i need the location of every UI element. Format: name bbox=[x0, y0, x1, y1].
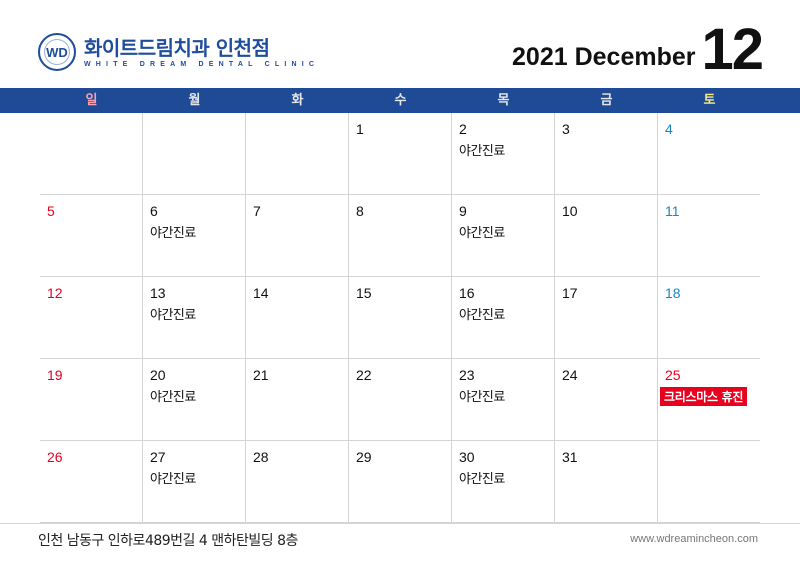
day-number: 10 bbox=[562, 203, 578, 219]
day-number: 23 bbox=[459, 367, 475, 383]
day-cell: 7 bbox=[246, 195, 349, 277]
day-number: 28 bbox=[253, 449, 269, 465]
night-clinic-note: 야간진료 bbox=[150, 472, 196, 487]
night-clinic-note: 야간진료 bbox=[150, 390, 196, 405]
day-cell: 24 bbox=[555, 359, 658, 441]
night-clinic-note: 야간진료 bbox=[150, 226, 196, 241]
day-number: 15 bbox=[356, 285, 372, 301]
holiday-badge: 크리스마스 휴진 bbox=[660, 387, 748, 406]
night-clinic-note: 야간진료 bbox=[459, 308, 505, 323]
day-cell: 10 bbox=[555, 195, 658, 277]
day-number: 24 bbox=[562, 367, 578, 383]
day-cell: 31 bbox=[555, 441, 658, 523]
day-cell: 27 야간진료 bbox=[143, 441, 246, 523]
day-cell: 6 야간진료 bbox=[143, 195, 246, 277]
night-clinic-note: 야간진료 bbox=[459, 144, 505, 159]
clinic-name: 화이트드림치과 인천점 bbox=[84, 35, 270, 60]
day-cell: 26 bbox=[40, 441, 143, 523]
day-cell bbox=[40, 113, 143, 195]
day-number: 22 bbox=[356, 367, 372, 383]
day-cell: 23 야간진료 bbox=[452, 359, 555, 441]
day-number: 21 bbox=[253, 367, 269, 383]
day-cell: 12 bbox=[40, 277, 143, 359]
day-number: 2 bbox=[459, 121, 467, 137]
day-number: 18 bbox=[665, 285, 681, 301]
year-month: 2021 December bbox=[512, 43, 696, 71]
day-cell: 28 bbox=[246, 441, 349, 523]
day-number: 19 bbox=[47, 367, 63, 383]
day-number: 12 bbox=[47, 285, 63, 301]
day-number: 14 bbox=[253, 285, 269, 301]
day-number: 20 bbox=[150, 367, 166, 383]
weekday-0: 일 bbox=[85, 93, 98, 108]
day-cell: 11 bbox=[658, 195, 760, 277]
day-number: 16 bbox=[459, 285, 475, 301]
day-number: 1 bbox=[356, 121, 364, 137]
day-cell: 3 bbox=[555, 113, 658, 195]
day-number: 25 bbox=[665, 367, 681, 383]
day-cell: 16 야간진료 bbox=[452, 277, 555, 359]
day-number: 31 bbox=[562, 449, 578, 465]
weekday-6: 토 bbox=[703, 93, 716, 108]
night-clinic-note: 야간진료 bbox=[150, 308, 196, 323]
day-cell: 21 bbox=[246, 359, 349, 441]
day-cell: 9 야간진료 bbox=[452, 195, 555, 277]
day-cell: 29 bbox=[349, 441, 452, 523]
day-number: 8 bbox=[356, 203, 364, 219]
day-cell: 13 야간진료 bbox=[143, 277, 246, 359]
day-cell: 25 크리스마스 휴진 bbox=[658, 359, 760, 441]
day-number: 7 bbox=[253, 203, 261, 219]
weekday-3: 수 bbox=[394, 93, 407, 108]
day-cell: 19 bbox=[40, 359, 143, 441]
day-number: 11 bbox=[665, 203, 680, 219]
day-number: 26 bbox=[47, 449, 63, 465]
night-clinic-note: 야간진료 bbox=[459, 472, 505, 487]
day-number: 29 bbox=[356, 449, 372, 465]
address: 인천 남동구 인하로489번길 4 맨하탄빌딩 8층 bbox=[38, 533, 298, 549]
footer-divider bbox=[0, 523, 800, 524]
day-cell: 2 야간진료 bbox=[452, 113, 555, 195]
night-clinic-note: 야간진료 bbox=[459, 226, 505, 241]
day-cell: 8 bbox=[349, 195, 452, 277]
weekday-2: 화 bbox=[291, 93, 304, 108]
day-cell: 20 야간진료 bbox=[143, 359, 246, 441]
day-cell: 18 bbox=[658, 277, 760, 359]
day-number: 13 bbox=[150, 285, 166, 301]
day-cell: 15 bbox=[349, 277, 452, 359]
month-number: 12 bbox=[701, 17, 763, 82]
day-cell: 22 bbox=[349, 359, 452, 441]
day-number: 4 bbox=[665, 121, 673, 137]
clinic-name-english: WHITE DREAM DENTAL CLINIC bbox=[84, 60, 320, 68]
day-number: 30 bbox=[459, 449, 475, 465]
logo-emblem: WD bbox=[38, 33, 76, 71]
day-number: 17 bbox=[562, 285, 578, 301]
weekday-1: 월 bbox=[188, 93, 201, 108]
day-number: 27 bbox=[150, 449, 166, 465]
day-number: 9 bbox=[459, 203, 467, 219]
day-cell: 5 bbox=[40, 195, 143, 277]
day-cell bbox=[246, 113, 349, 195]
day-cell: 4 bbox=[658, 113, 760, 195]
day-cell: 14 bbox=[246, 277, 349, 359]
website-link[interactable]: www.wdreamincheon.com bbox=[630, 533, 758, 545]
weekday-4: 목 bbox=[497, 93, 510, 108]
day-number: 3 bbox=[562, 121, 570, 137]
day-cell: 1 bbox=[349, 113, 452, 195]
day-cell: 30 야간진료 bbox=[452, 441, 555, 523]
day-cell: 17 bbox=[555, 277, 658, 359]
clinic-logo: WD 화이트드림치과 인천점 WHITE DREAM DENTAL CLINIC bbox=[38, 33, 319, 71]
night-clinic-note: 야간진료 bbox=[459, 390, 505, 405]
day-cell bbox=[143, 113, 246, 195]
day-number: 6 bbox=[150, 203, 158, 219]
calendar-title: 2021 December 12 bbox=[512, 17, 764, 82]
weekday-5: 금 bbox=[600, 93, 613, 108]
day-number: 5 bbox=[47, 203, 55, 219]
day-cell bbox=[658, 441, 760, 523]
